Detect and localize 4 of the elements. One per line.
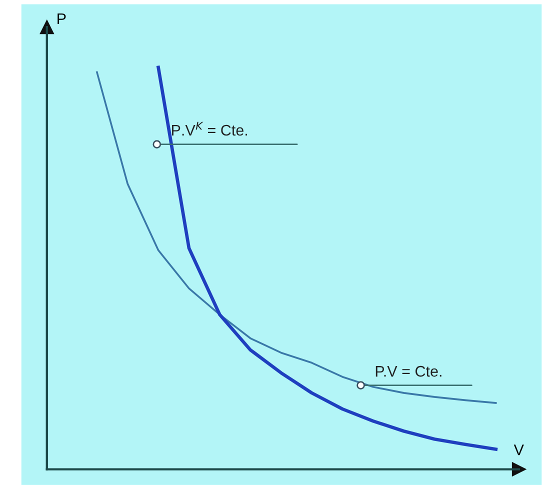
- x-axis-title: V: [514, 444, 524, 456]
- y-axis-title: P: [58, 13, 66, 24]
- annotation: P.V$^{K}$ = Cte.: [172, 122, 248, 136]
- annotation: P.V = Cte.: [376, 366, 442, 377]
